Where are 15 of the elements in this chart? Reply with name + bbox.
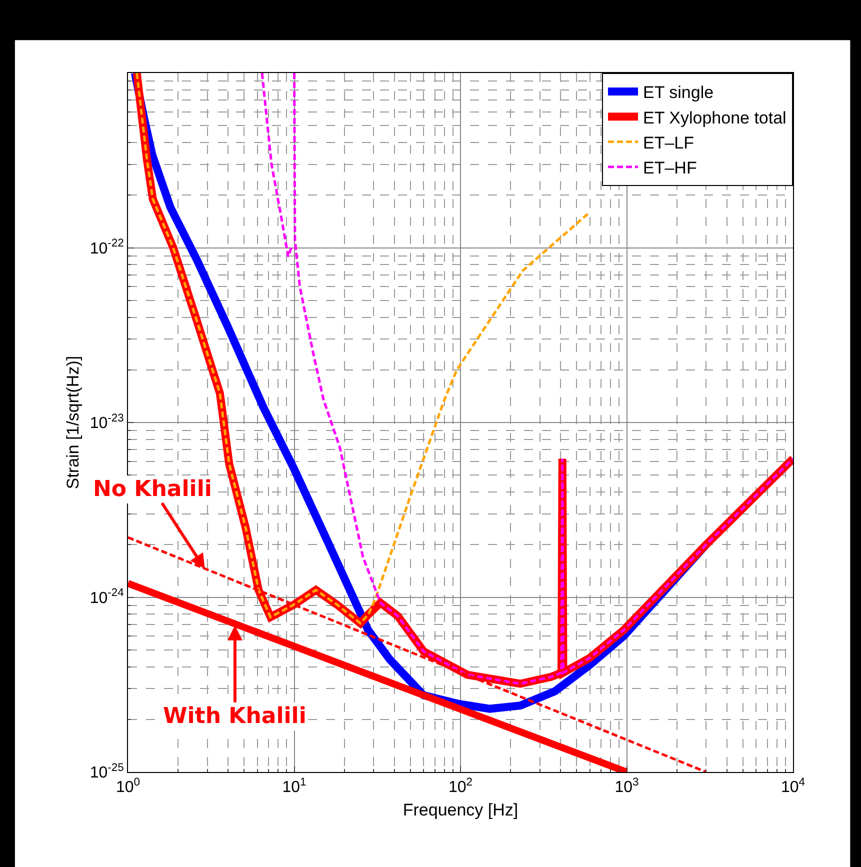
x-tick-label: 10$^{4}$ bbox=[780, 776, 806, 796]
annotation: No Khalili bbox=[93, 477, 212, 502]
x-tick-label: 10$^{3}$ bbox=[614, 776, 639, 796]
x-tick-label: 10$^{2}$ bbox=[448, 776, 473, 796]
y-tick-label: 10$^{-23}$ bbox=[90, 412, 124, 432]
annotation: With Khalili bbox=[163, 704, 306, 729]
legend-label: ET–HF bbox=[643, 158, 697, 178]
legend-label: ET Xylophone total bbox=[643, 108, 786, 128]
y-tick-label: 10$^{-24}$ bbox=[90, 587, 124, 607]
y-axis-title: Strain [1/sqrt(Hz)] bbox=[63, 356, 82, 490]
y-tick-label: 10$^{-22}$ bbox=[90, 238, 124, 258]
x-axis-title: Frequency [Hz] bbox=[402, 800, 518, 820]
legend-label: ET single bbox=[643, 83, 714, 102]
x-tick-label: 10$^{1}$ bbox=[282, 776, 306, 796]
legend-label: ET–LF bbox=[643, 133, 694, 152]
